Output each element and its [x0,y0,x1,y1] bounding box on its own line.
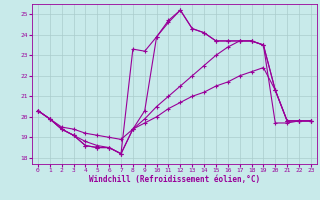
X-axis label: Windchill (Refroidissement éolien,°C): Windchill (Refroidissement éolien,°C) [89,175,260,184]
